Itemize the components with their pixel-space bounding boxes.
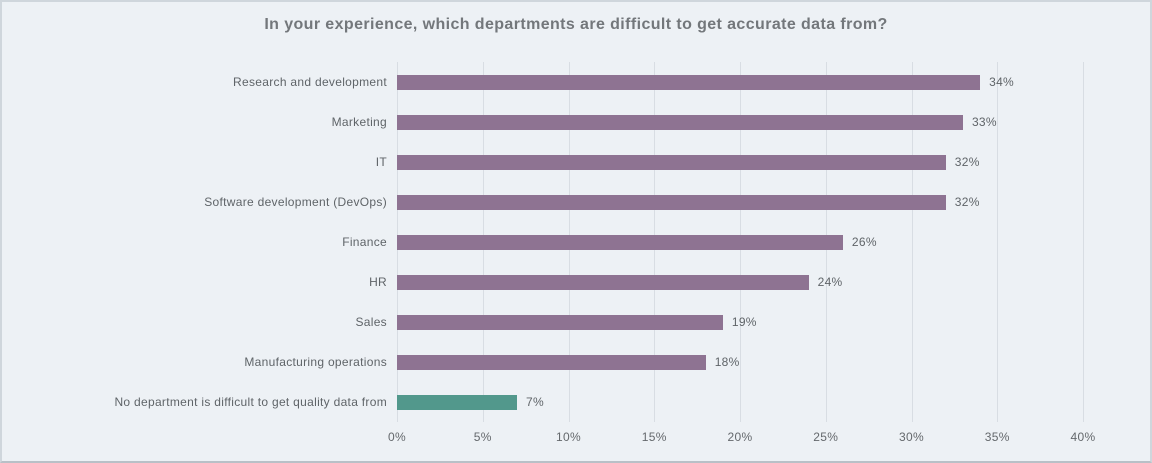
value-label: 32% [954,195,980,209]
category-label: Manufacturing operations [244,355,387,369]
bar-row: 32% [397,182,1083,222]
bar [397,154,946,170]
bar-row: 18% [397,342,1083,382]
category-label: Marketing [331,115,387,129]
x-tick-label: 30% [899,430,924,444]
x-tick-label: 5% [473,430,492,444]
bar [397,194,946,210]
x-tick-label: 10% [556,430,581,444]
bar [397,354,706,370]
bar [397,74,981,90]
category-label: Finance [342,235,387,249]
bar-row: 32% [397,142,1083,182]
value-label: 33% [971,115,997,129]
category-label: HR [369,275,387,289]
value-label: 7% [526,395,544,409]
x-tick-label: 40% [1070,430,1096,444]
bar [397,114,963,130]
category-label: Sales [355,315,387,329]
x-axis: 0% 5% 10% 15% 20% 25% 30% 35% 40% [388,430,1095,450]
x-tick-label: 25% [813,430,839,444]
x-tick-label: 35% [984,430,1010,444]
category-label: Software development (DevOps) [204,195,387,209]
bar [397,394,518,410]
bar-row: 24% [397,262,1083,302]
category-label: Research and development [233,75,387,89]
bar-row: 33% [397,102,1083,142]
category-label: IT [375,155,387,169]
bar-row: 26% [397,222,1083,262]
value-label: 19% [731,315,757,329]
category-labels: Research and development Marketing IT Softw… [2,62,387,422]
bar [397,274,809,290]
gridline [997,62,999,422]
x-tick-label: 15% [641,430,667,444]
value-label: 32% [954,155,980,169]
value-label: 34% [989,75,1015,89]
plot-area: 34% 33% 32% 32% 26% 24% 19% 18% 7% [397,62,1084,422]
x-tick-label: 0% [388,430,406,444]
value-label: 26% [851,235,877,249]
bar-row: 34% [397,62,1083,102]
bar-row: 7% [397,382,1083,422]
category-label: No department is difficult to get qualit… [114,395,387,409]
gridline [1083,62,1084,422]
bar [397,234,843,250]
chart-title: In your experience, which departments ar… [264,16,888,33]
value-label: 18% [714,355,740,369]
x-tick-label: 20% [727,430,753,444]
bar-row: 19% [397,302,1083,342]
bar [397,314,723,330]
gridline [911,62,913,422]
value-label: 24% [817,275,843,289]
